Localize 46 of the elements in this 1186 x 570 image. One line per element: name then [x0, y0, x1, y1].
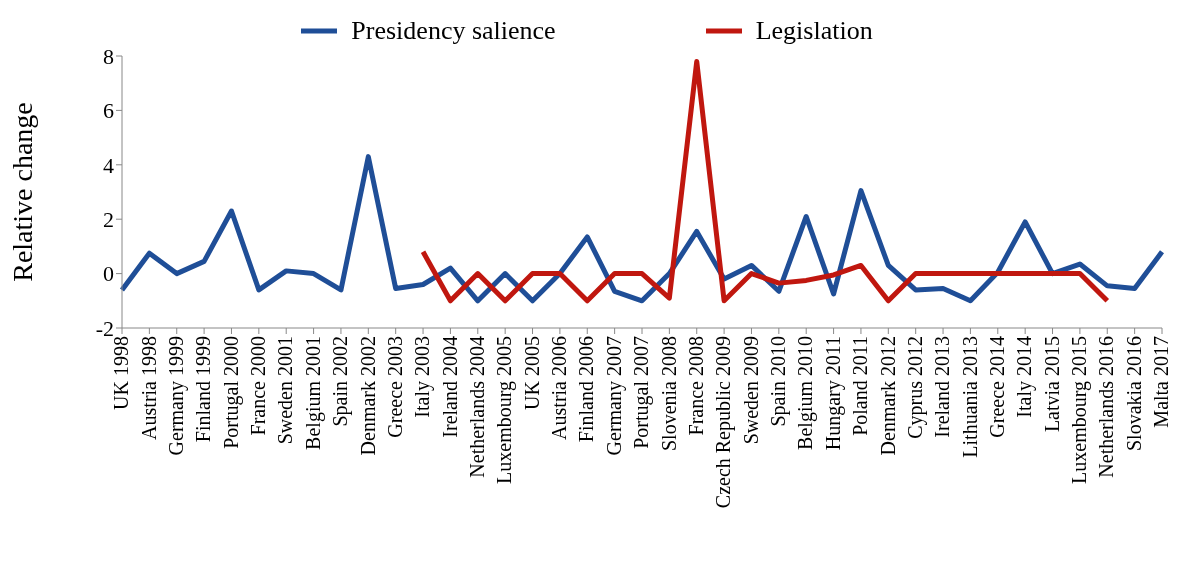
x-tick-label: Hungary 2011 [821, 336, 845, 451]
x-tick-label: Netherlands 2016 [1095, 336, 1118, 478]
x-tick-label: Austria 2006 [548, 336, 571, 440]
y-tick-label: 0 [103, 261, 114, 287]
x-tick-label: Czech Republic 2009 [712, 336, 736, 509]
x-tick-label: Germany 1999 [164, 336, 188, 456]
x-tick-label: Greece 2014 [985, 336, 1008, 438]
x-tick-label: Sweden 2001 [274, 336, 297, 445]
x-tick-label: Luxembourg 2005 [493, 336, 517, 484]
x-tick-label: Belgium 2001 [301, 336, 325, 450]
y-tick-label: 4 [103, 152, 114, 178]
legend-label: Presidency salience [351, 16, 556, 46]
x-tick-label: Italy 2003 [411, 336, 435, 418]
x-tick-label: Spain 2002 [329, 336, 353, 427]
x-tick-label: Portugal 2000 [219, 336, 243, 449]
x-tick-label: UK 2005 [520, 336, 543, 410]
y-tick-label: 8 [103, 43, 114, 69]
x-tick-label: Netherlands 2004 [465, 336, 488, 478]
x-tick-label: Austria 1998 [137, 336, 160, 440]
x-tick-label: Spain 2010 [767, 336, 791, 427]
x-tick-label: Greece 2003 [383, 336, 406, 438]
x-tick-label: France 2000 [247, 336, 270, 436]
x-tick-label: Malta 2017 [1150, 336, 1173, 428]
x-tick-label: Finland 1999 [192, 336, 215, 443]
x-tick-label: Germany 2007 [602, 336, 626, 456]
y-tick-label: 6 [103, 98, 114, 124]
x-tick-label: Ireland 2004 [438, 336, 461, 438]
x-tick-label: Ireland 2013 [931, 336, 954, 438]
x-tick-label: Slovakia 2016 [1122, 336, 1145, 451]
x-tick-label: Poland 2011 [849, 336, 872, 436]
x-tick-label: France 2008 [684, 336, 707, 436]
y-tick-label: 2 [103, 207, 114, 233]
x-tick-label: Lithuania 2013 [958, 336, 981, 458]
legend-label: Legislation [755, 16, 873, 46]
x-tick-label: Belgium 2010 [794, 336, 818, 450]
x-tick-label: Latvia 2015 [1040, 336, 1063, 433]
x-tick-label: Finland 2006 [575, 336, 598, 443]
x-tick-label: Cyprus 2012 [903, 336, 927, 439]
x-tick-label: Denmark 2002 [356, 336, 379, 456]
x-tick-label: Denmark 2012 [876, 336, 899, 456]
x-tick-label: Italy 2014 [1013, 336, 1037, 418]
x-tick-label: Slovenia 2008 [657, 336, 680, 451]
y-axis-title: Relative change [6, 102, 38, 282]
x-tick-label: Sweden 2009 [739, 336, 762, 445]
x-tick-label: Luxembourg 2015 [1068, 336, 1092, 484]
x-tick-label: Portugal 2007 [630, 336, 654, 449]
